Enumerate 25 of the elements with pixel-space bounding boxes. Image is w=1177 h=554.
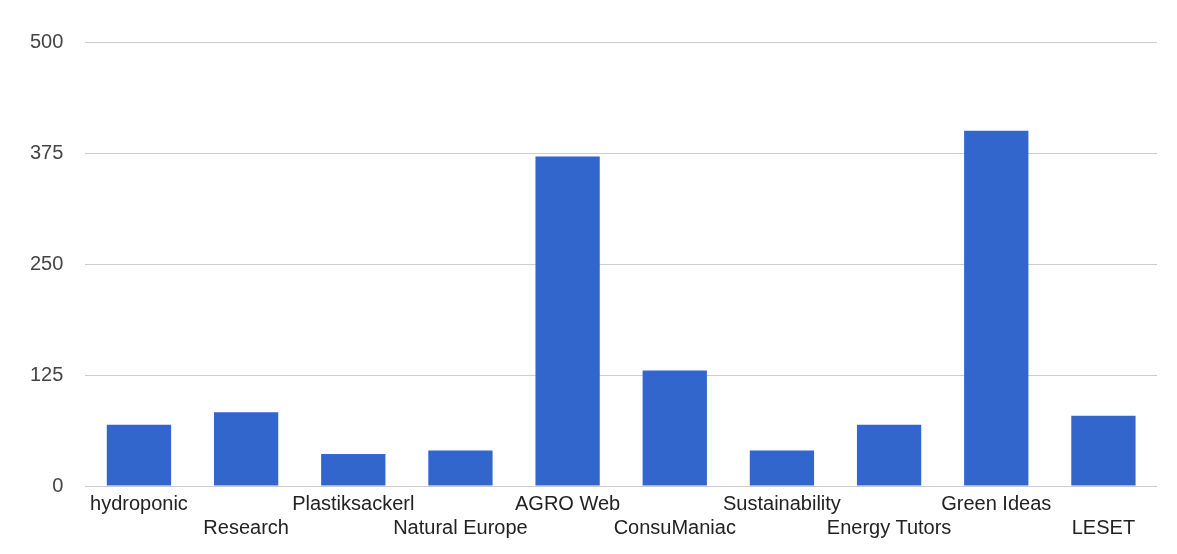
bar [535, 156, 600, 486]
x-tick-label: Natural Europe [393, 515, 528, 538]
y-tick-label: 375 [29, 140, 64, 163]
x-tick-label: Green Ideas [941, 491, 1052, 514]
bar [428, 450, 493, 486]
x-tick-label: Research [203, 515, 289, 538]
x-tick-label: Plastiksackerl [292, 491, 415, 514]
y-tick-label: 500 [29, 29, 64, 52]
bar [106, 424, 172, 486]
y-tick-label: 0 [52, 473, 64, 496]
x-tick-label: AGRO Web [514, 491, 621, 514]
bar [749, 450, 815, 486]
x-tick-label: Sustainability [723, 491, 841, 514]
x-tick-label: hydroponic [90, 491, 188, 514]
y-tick-label: 125 [29, 362, 64, 385]
x-tick-label: ConsuManiac [613, 515, 736, 538]
bar [213, 412, 279, 486]
bar [856, 424, 922, 486]
y-tick-label: 250 [29, 251, 64, 274]
bar [1071, 415, 1136, 486]
x-tick-label: LESET [1071, 515, 1136, 538]
bar [964, 130, 1029, 486]
bar [321, 454, 386, 486]
bar [642, 370, 707, 486]
x-tick-label: Energy Tutors [826, 515, 952, 538]
